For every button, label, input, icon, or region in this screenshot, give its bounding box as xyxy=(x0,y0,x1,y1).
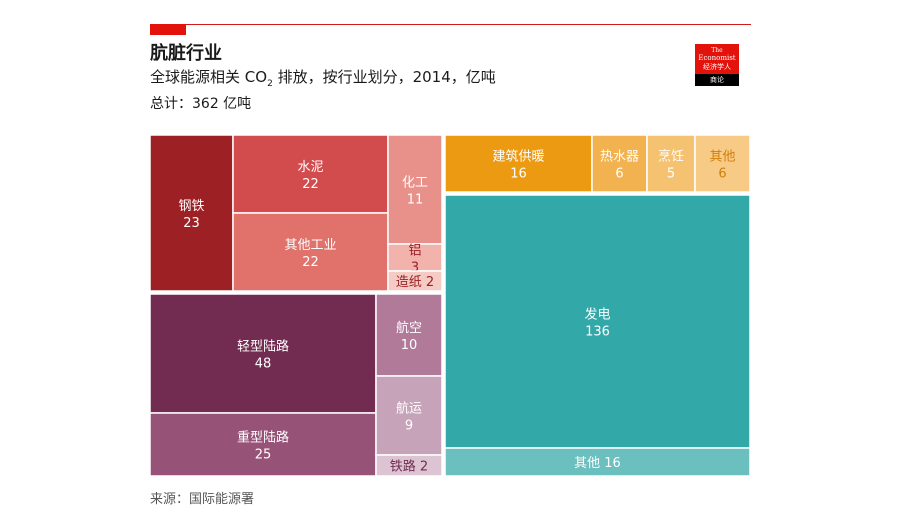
cell-label-other: 其他 16 xyxy=(574,456,621,471)
logo-footer: 商论 xyxy=(695,74,739,86)
treemap-cell-steel xyxy=(149,134,234,292)
treemap-cell-shipping xyxy=(375,375,443,456)
treemap-cell-chemicals xyxy=(387,134,443,245)
subtitle-prefix: 全球能源相关 CO xyxy=(150,68,268,86)
cell-value-steel: 23 xyxy=(183,216,200,231)
logo-line-1: The xyxy=(711,47,723,54)
cell-label-heavy-road: 重型陆路 xyxy=(237,430,289,446)
cell-label-paper: 造纸 2 xyxy=(396,275,434,290)
cell-label-chemicals: 化工 xyxy=(402,176,428,191)
economist-logo: The Economist 经济学人 商论 xyxy=(695,44,739,86)
treemap-cell-water-heating xyxy=(591,134,648,193)
chart-subtitle: 全球能源相关 CO2 排放，按行业划分，2014，亿吨 xyxy=(150,66,496,89)
cell-label-buildings: 建筑供暖 xyxy=(492,149,544,165)
cell-value-power: 136 xyxy=(585,325,610,340)
cell-value-cooking: 5 xyxy=(667,167,675,182)
cell-value-heavy-road: 25 xyxy=(255,448,272,463)
top-rule xyxy=(150,24,751,25)
cell-label-aviation: 航空 xyxy=(396,320,422,336)
cell-label-cooking: 烹饪 xyxy=(658,150,684,165)
cell-label-shipping: 航运 xyxy=(396,401,422,417)
source-note: 来源：国际能源署 xyxy=(150,492,255,507)
treemap-cell-aluminium xyxy=(387,243,443,272)
cell-label-rail: 铁路 2 xyxy=(390,459,428,475)
treemap-cell-light-road xyxy=(149,293,377,414)
treemap-cell-heavy-road xyxy=(149,412,377,477)
cell-label-aluminium: 铝 xyxy=(408,244,421,259)
cell-value-shipping: 9 xyxy=(405,419,413,434)
cell-label-steel: 钢铁 xyxy=(178,199,204,214)
treemap-cell-paper xyxy=(387,270,443,292)
treemap-cell-other-industry xyxy=(232,212,389,292)
treemap-cell-buildings xyxy=(444,134,593,193)
cell-label-other-industry: 其他工业 xyxy=(284,238,336,253)
subtitle-suffix: 排放，按行业划分，2014，亿吨 xyxy=(272,68,496,86)
treemap-cell-other-buildings xyxy=(694,134,751,193)
cell-value-other-industry: 22 xyxy=(302,255,319,270)
treemap-cell-rail xyxy=(375,454,443,477)
cell-label-water-heating: 热水器 xyxy=(600,150,639,165)
logo-line-3: 经济学人 xyxy=(703,63,731,71)
red-tag xyxy=(150,24,186,35)
treemap-cell-other xyxy=(444,447,751,477)
cell-label-other-buildings: 其他 xyxy=(709,150,735,165)
chart-title: 肮脏行业 xyxy=(150,43,222,64)
cell-value-buildings: 16 xyxy=(510,167,527,182)
treemap-cell-power xyxy=(444,194,751,449)
cell-label-cement: 水泥 xyxy=(297,160,323,175)
cell-value-light-road: 48 xyxy=(255,357,272,372)
cell-label-power: 发电 xyxy=(584,307,610,323)
cell-value-water-heating: 6 xyxy=(615,167,623,182)
treemap-cell-aviation xyxy=(375,293,443,377)
cell-value-chemicals: 11 xyxy=(407,193,424,208)
cell-value-other-buildings: 6 xyxy=(718,167,726,182)
chart-total: 总计：362 亿吨 xyxy=(150,96,252,112)
subtitle-subscript: 2 xyxy=(267,79,273,89)
treemap-cell-cement xyxy=(232,134,389,214)
logo-line-2: Economist xyxy=(698,54,736,62)
cell-value-aluminium: 3 xyxy=(411,261,419,276)
cell-label-light-road: 轻型陆路 xyxy=(237,339,289,355)
cell-value-aviation: 10 xyxy=(401,338,418,353)
cell-value-cement: 22 xyxy=(302,177,319,192)
